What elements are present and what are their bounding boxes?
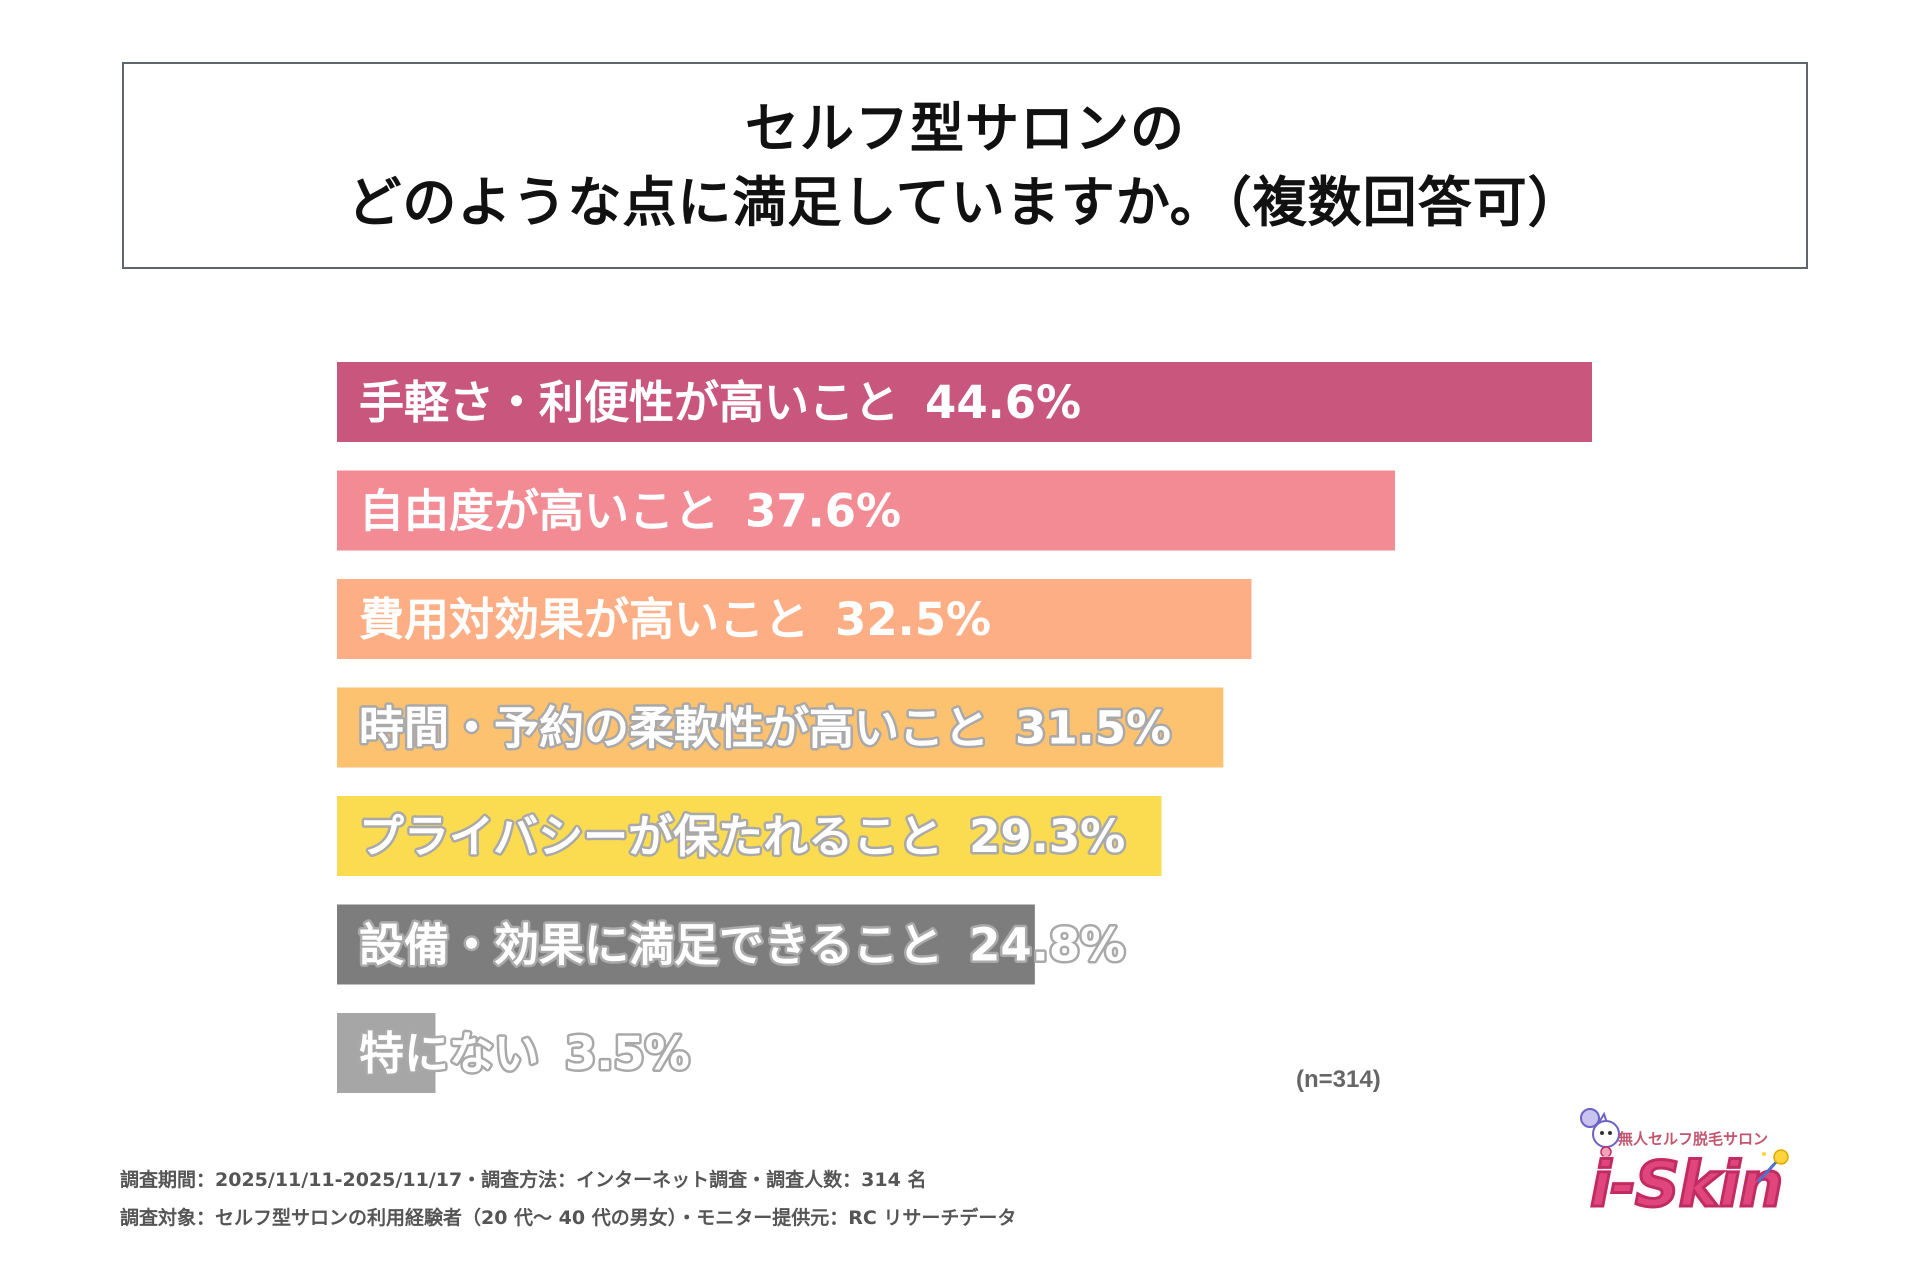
bar-label-6: 設備・効果に満足できること 24.8% bbox=[359, 919, 1125, 972]
footer-survey-target: 調査対象：セルフ型サロンの利用経験者（20 代〜 40 代の男女）・モニター提供… bbox=[120, 1207, 1017, 1229]
bar-category-7: 特にない bbox=[359, 1027, 539, 1080]
cat-mascot-icon bbox=[1580, 1108, 1620, 1158]
bar-value-3: 32.5% bbox=[835, 593, 991, 646]
bar-category-6: 設備・効果に満足できること bbox=[359, 919, 943, 972]
i-skin-logo: 無人セルフ脱毛サロン i-Skin bbox=[1562, 1100, 1792, 1230]
bar-value-1: 44.6% bbox=[925, 376, 1081, 429]
bar-4 bbox=[337, 687, 1224, 768]
bar-6 bbox=[337, 904, 1035, 985]
bar-7 bbox=[337, 1013, 436, 1093]
bar-value-2: 37.6% bbox=[745, 485, 901, 538]
bar-label-2: 自由度が高いこと 37.6% bbox=[359, 485, 901, 538]
bar-label-7: 特にない 3.5% bbox=[359, 1027, 690, 1080]
footer-survey-period: 調査期間：2025/11/11-2025/11/17・調査方法：インターネット調… bbox=[120, 1169, 927, 1191]
bar-category-3: 費用対効果が高いこと bbox=[359, 593, 809, 646]
bar-5 bbox=[337, 796, 1162, 876]
bar-label-5: プライバシーが保たれること 29.3% bbox=[359, 810, 1125, 863]
bar-2 bbox=[337, 470, 1396, 551]
sparkle-wand-icon bbox=[1756, 1149, 1789, 1184]
bar-3 bbox=[337, 579, 1252, 659]
title-line-1: セルフ型サロンの bbox=[745, 96, 1185, 160]
bar-label-3: 費用対効果が高いこと 32.5% bbox=[359, 593, 991, 646]
title-box: セルフ型サロンの どのような点に満足していますか。（複数回答可） bbox=[122, 62, 1808, 269]
sample-size-label: (n=314) bbox=[1296, 1066, 1381, 1093]
bar-category-1: 手軽さ・利便性が高いこと bbox=[359, 376, 899, 429]
bar-label-4: 時間・予約の柔軟性が高いこと 31.5% bbox=[359, 702, 1171, 755]
bar-label-1: 手軽さ・利便性が高いこと 44.6% bbox=[359, 376, 1081, 429]
bar-category-2: 自由度が高いこと bbox=[359, 485, 719, 538]
logo-wordmark: i-Skin bbox=[1588, 1148, 1784, 1221]
title-line-2: どのような点に満足していますか。（複数回答可） bbox=[347, 170, 1583, 234]
bar-1 bbox=[337, 362, 1592, 442]
bar-value-5: 29.3% bbox=[969, 810, 1125, 863]
bar-value-6: 24.8% bbox=[969, 919, 1125, 972]
logo-tagline: 無人セルフ脱毛サロン bbox=[1618, 1130, 1769, 1148]
bar-value-4: 31.5% bbox=[1015, 702, 1171, 755]
bar-value-7: 3.5% bbox=[565, 1027, 690, 1080]
bar-category-5: プライバシーが保たれること bbox=[359, 810, 943, 863]
bar-category-4: 時間・予約の柔軟性が高いこと bbox=[359, 702, 989, 755]
